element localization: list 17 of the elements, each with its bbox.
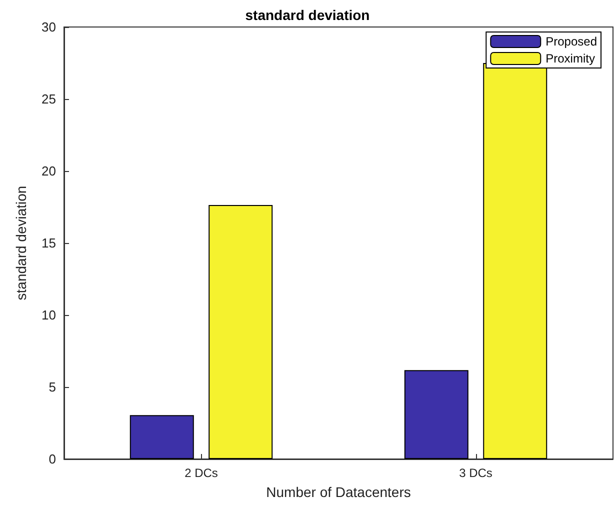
x-tick-label: 3 DCs: [459, 466, 492, 480]
y-tick-label: 25: [42, 92, 56, 106]
legend-label: Proximity: [546, 52, 595, 66]
chart-title: standard deviation: [245, 7, 370, 23]
y-tick-label: 10: [42, 308, 56, 322]
y-tick-label: 0: [48, 452, 56, 466]
y-tick-label: 30: [42, 20, 56, 34]
bar: [404, 370, 468, 459]
bar: [130, 415, 194, 459]
y-tick-label: 15: [42, 236, 56, 250]
x-tick-label: 2 DCs: [184, 466, 218, 480]
y-tick-label: 20: [42, 164, 56, 178]
y-axis-title: standard deviation: [13, 186, 29, 300]
y-tick-label: 5: [48, 380, 56, 394]
bar: [208, 204, 273, 459]
legend-label: Proposed: [546, 34, 598, 48]
x-axis-title: Number of Datacenters: [266, 484, 411, 500]
